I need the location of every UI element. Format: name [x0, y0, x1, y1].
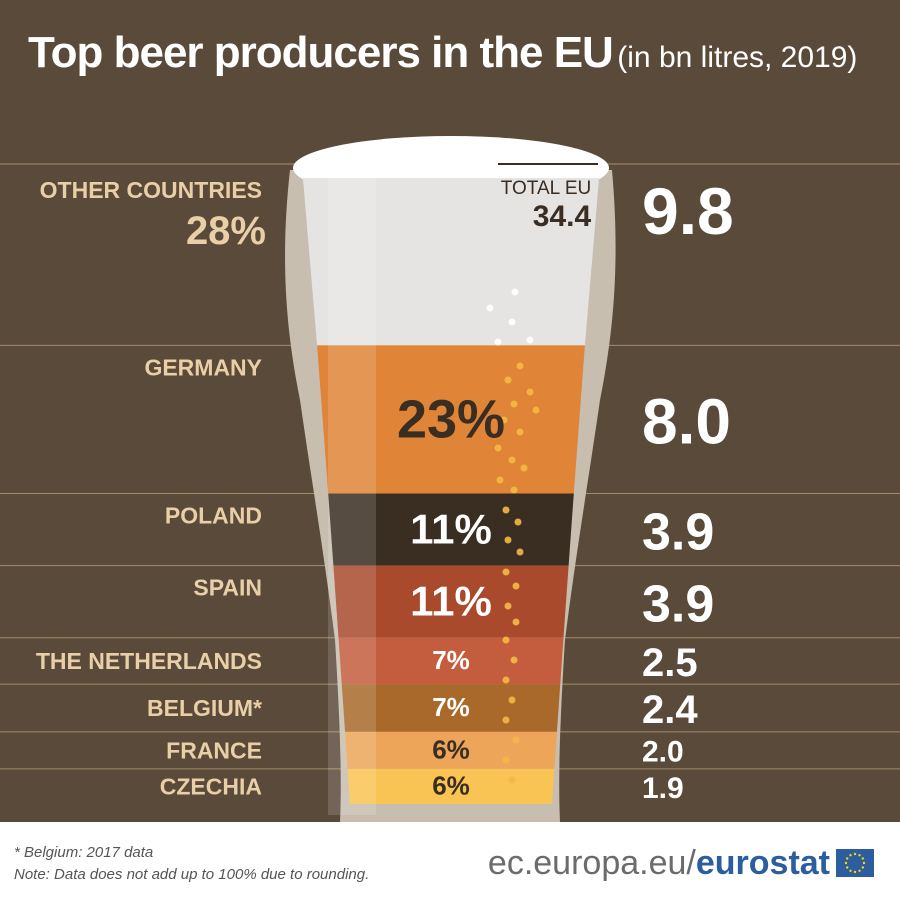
- bubble: [510, 656, 518, 664]
- beer-layer-bar: [347, 768, 555, 804]
- country-label: OTHER COUNTRIES: [40, 177, 262, 203]
- flag-star: [861, 857, 864, 860]
- bubble: [504, 536, 512, 544]
- beer-layer-bar: [302, 178, 600, 346]
- bubble: [512, 736, 520, 744]
- row-labels: OTHER COUNTRIES 28% 9.8 GERMANY 23% 8.0 POLAND…: [36, 174, 734, 805]
- bubble: [508, 456, 516, 464]
- footnote-belgium: * Belgium: 2017 data: [14, 844, 154, 861]
- share-label: 28%: [186, 209, 266, 253]
- bubble: [510, 400, 518, 408]
- bubble: [514, 518, 522, 526]
- country-label: POLAND: [165, 502, 262, 528]
- value-label: 2.0: [642, 736, 684, 769]
- share-label: 11%: [410, 506, 492, 553]
- bubble: [502, 506, 510, 514]
- title-subtitle: (in bn litres, 2019): [617, 41, 858, 74]
- eu-flag-icon: [836, 849, 874, 877]
- bubble: [486, 304, 494, 312]
- value-label: 2.5: [642, 641, 698, 685]
- bubble: [516, 362, 524, 370]
- flag-star: [858, 869, 861, 872]
- share-label: 7%: [432, 692, 470, 722]
- bubble: [526, 388, 534, 396]
- bubble: [496, 476, 504, 484]
- value-label: 3.9: [642, 575, 714, 633]
- share-label: 6%: [432, 770, 470, 800]
- flag-star: [846, 866, 849, 869]
- title-main: Top beer producers in the EU: [28, 28, 614, 77]
- total-label: TOTAL EU: [501, 178, 591, 199]
- value-label: 8.0: [642, 386, 731, 458]
- flag-star: [846, 857, 849, 860]
- country-label: GERMANY: [144, 354, 262, 380]
- source-name: eurostat: [695, 844, 830, 882]
- value-label: 1.9: [642, 772, 684, 805]
- bubbles: [486, 288, 540, 784]
- bubble: [494, 444, 502, 452]
- bubble: [526, 336, 534, 344]
- bubble: [516, 548, 524, 556]
- bubble: [504, 376, 512, 384]
- country-label: BELGIUM*: [147, 695, 262, 721]
- bubble: [512, 618, 520, 626]
- beer-layer-bar: [333, 565, 569, 638]
- bubble: [502, 568, 510, 576]
- source-prefix: ec.europa.eu/: [487, 844, 696, 882]
- bubble: [511, 288, 519, 296]
- bubble: [502, 636, 510, 644]
- beer-layer-bar: [338, 637, 564, 685]
- flag-star: [844, 861, 848, 865]
- bubble: [504, 602, 512, 610]
- flag-star: [849, 854, 852, 857]
- beer-layer-bar: [317, 345, 585, 494]
- share-label: 23%: [397, 389, 505, 449]
- source-link[interactable]: ec.europa.eu/eurostat: [488, 844, 830, 883]
- country-label: THE NETHERLANDS: [36, 648, 262, 674]
- bubble: [532, 406, 540, 414]
- bubble: [508, 776, 516, 784]
- footnote-rounding: Note: Data does not add up to 100% due t…: [14, 866, 370, 883]
- bubble: [520, 464, 528, 472]
- flag-star: [849, 869, 852, 872]
- chart-title: Top beer producers in the EU (in bn litr…: [28, 28, 857, 78]
- value-label: 2.4: [642, 688, 698, 732]
- value-label: 9.8: [642, 174, 734, 248]
- value-label: 3.9: [642, 503, 714, 561]
- bubble: [512, 582, 520, 590]
- bubble: [516, 428, 524, 436]
- bubble: [502, 756, 510, 764]
- beer-glass-chart: TOTAL EU 34.4 OTHER COUNTRIES 28% 9.8 GERMA…: [0, 136, 900, 822]
- bubble: [508, 318, 516, 326]
- flag-star: [853, 870, 857, 874]
- flag-star: [858, 854, 861, 857]
- glass-highlight: [328, 175, 376, 815]
- bubble: [510, 486, 518, 494]
- bubble: [494, 338, 502, 346]
- flag-star: [853, 852, 857, 856]
- bubble: [502, 716, 510, 724]
- bubble: [500, 416, 508, 424]
- bubble: [508, 696, 516, 704]
- country-label: SPAIN: [193, 575, 262, 601]
- share-label: 7%: [432, 645, 470, 675]
- country-label: CZECHIA: [160, 773, 262, 799]
- share-label: 11%: [410, 578, 492, 625]
- country-label: FRANCE: [166, 737, 262, 763]
- footer: * Belgium: 2017 data Note: Data does not…: [0, 822, 900, 900]
- flag-star: [862, 861, 866, 865]
- beer-layer-bar: [328, 493, 574, 566]
- flag-star: [861, 866, 864, 869]
- share-label: 6%: [432, 734, 470, 764]
- total-value: 34.4: [533, 200, 592, 233]
- bubble: [502, 676, 510, 684]
